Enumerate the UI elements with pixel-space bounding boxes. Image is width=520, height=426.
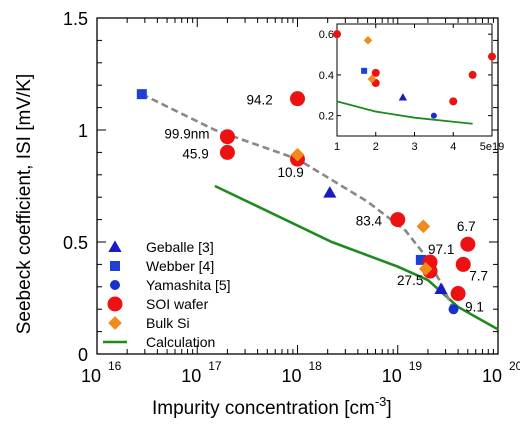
x-tick-exponent: 18 [309, 359, 323, 373]
inset-bulk-point [363, 35, 373, 45]
soi-point [290, 91, 305, 107]
x-axis-title: Impurity concentration [cm-3] [152, 394, 392, 419]
x-tick-exponent: 19 [409, 359, 423, 373]
inset-x-tick-label: 4 [450, 141, 456, 153]
inset-x-tick-label: 2 [373, 141, 379, 153]
calculation-line [214, 184, 499, 331]
legend-label: Webber [4] [146, 258, 214, 274]
soi-point [455, 256, 471, 272]
legend: Geballe [3] Webber [4] Yamashita [5] SOI wa… [103, 239, 231, 350]
legend-item: Geballe [3] [108, 239, 214, 255]
thickness-label: 10.9 [278, 165, 304, 180]
main-axes: 10 16 10 17 10 18 10 19 10 20 0 0.5 1 1.5 Impurity con… [14, 9, 520, 419]
bulk-point [290, 147, 305, 162]
x-tick-base: 10 [482, 366, 502, 386]
inset-soi-point [488, 52, 496, 61]
legend-label: Bulk Si [146, 315, 190, 331]
bulk-point [416, 219, 431, 234]
x-tick-exponent: 20 [509, 359, 520, 373]
x-tick-label: 10 17 [181, 359, 222, 386]
thickness-label: 7.7 [469, 268, 488, 283]
x-tick-label: 10 19 [382, 359, 423, 386]
legend-label: Geballe [3] [146, 239, 214, 255]
thickness-label: 27.5 [397, 273, 423, 288]
thickness-label: 9.1 [465, 300, 484, 315]
square-point [415, 254, 426, 265]
inset-soi-point [468, 70, 477, 79]
inset-y-tick-label: 0.4 [319, 70, 334, 82]
y-tick-label: 0 [78, 345, 88, 365]
thickness-label: 45.9 [182, 146, 208, 161]
legend-item: Bulk Si [108, 315, 190, 331]
legend-item: Yamashita [5] [110, 277, 231, 293]
inset-x-tick-label: 1 [334, 141, 340, 153]
legend-label: SOI wafer [146, 296, 209, 312]
thickness-label: 99.9nm [164, 127, 209, 142]
trend-line [141, 92, 455, 310]
x-tick-base: 10 [281, 366, 301, 386]
square-point [136, 89, 147, 100]
x-tick-base: 10 [181, 366, 201, 386]
inset-frame [336, 23, 493, 137]
inset-x-tick-label: 3 [411, 141, 417, 153]
soi-point [219, 129, 235, 145]
inset-x-tick-label: 5e19 [480, 141, 504, 153]
soi-point [219, 144, 235, 160]
triangle-point [323, 186, 337, 198]
legend-swatch [110, 261, 120, 271]
x-tick-label: 10 16 [81, 359, 122, 386]
main-plot-data: 94.2 99.9nm 45.9 10.9 83.4 97.1 27.5 6.7 7.7 9.1 [136, 89, 499, 331]
legend-swatch [108, 240, 122, 252]
legend-item: Webber [4] [110, 258, 214, 274]
inset-y-tick-label: 0.2 [319, 111, 334, 123]
inset-soi-point [371, 68, 380, 77]
y-tick-label: 1 [78, 121, 88, 141]
inset-soi-point [449, 97, 458, 106]
inset-soi-point [333, 30, 341, 39]
thickness-label: 97.1 [428, 242, 454, 257]
thickness-label: 94.2 [247, 93, 273, 108]
legend-swatch [107, 296, 123, 312]
x-axis-title-sup: -3 [375, 394, 387, 409]
x-tick-base: 10 [81, 366, 101, 386]
triangle-point [434, 282, 448, 294]
y-axis-title: Seebeck coefficient, ISI [mV/K] [14, 74, 35, 335]
thickness-label: 6.7 [457, 219, 476, 234]
soi-point [460, 236, 476, 252]
inset-triangle-point [398, 93, 408, 101]
x-tick-label: 10 18 [281, 359, 322, 386]
inset-circle_blue-point [430, 112, 437, 119]
legend-label: Yamashita [5] [146, 277, 231, 293]
x-axis-title-end: ] [386, 398, 391, 419]
inset-chart: 1 2 3 4 5e19 0.2 0.4 0.6 [319, 23, 504, 153]
inset-calculation-line [336, 100, 473, 125]
soi-point [390, 212, 406, 228]
soi-point [450, 286, 466, 302]
x-axis-title-text: Impurity concentration [cm [152, 398, 375, 419]
y-tick-label: 0.5 [63, 233, 88, 253]
bulk-point [418, 262, 433, 276]
inset-y-tick-label: 0.6 [319, 29, 334, 41]
legend-swatch [110, 280, 120, 290]
x-tick-exponent: 17 [208, 359, 222, 373]
legend-label: Calculation [146, 334, 215, 350]
x-tick-base: 10 [382, 366, 402, 386]
x-tick-label: 10 20 [482, 359, 520, 386]
inset-bulk-point [367, 74, 377, 84]
x-tick-exponent: 16 [108, 359, 122, 373]
legend-item: SOI wafer [107, 296, 209, 312]
legend-swatch [108, 316, 122, 330]
circle_blue-point [448, 304, 459, 315]
y-tick-label: 1.5 [63, 9, 88, 29]
thickness-label: 83.4 [356, 214, 383, 229]
inset-square-point [361, 67, 368, 74]
legend-item: Calculation [103, 334, 215, 350]
